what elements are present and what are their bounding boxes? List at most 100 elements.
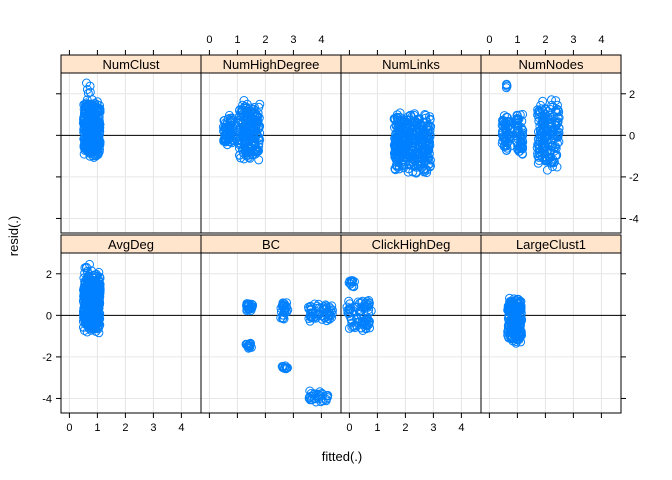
- data-point: [85, 296, 95, 306]
- data-point: [403, 167, 413, 177]
- data-point: [409, 110, 419, 120]
- data-point: [362, 296, 372, 306]
- panel-BC: BC: [200, 234, 342, 414]
- data-point: [306, 301, 315, 311]
- x-axis-label: fitted(.): [322, 449, 362, 464]
- data-point: [346, 303, 356, 313]
- x-tick-label: 4: [178, 422, 184, 434]
- strip-label: ClickHighDeg: [372, 237, 451, 252]
- data-point: [393, 131, 403, 141]
- strip-label: NumNodes: [518, 57, 584, 72]
- data-point: [220, 134, 230, 144]
- x-axis-NumHighDegree: 0 1 2 3 4: [206, 34, 324, 55]
- data-point: [79, 140, 89, 150]
- data-point: [324, 307, 334, 317]
- data-point: [305, 316, 315, 326]
- data-point: [511, 305, 521, 314]
- x-tick-label: 2: [262, 34, 268, 46]
- x-axis-ClickHighDeg: 0 1 2 3 4: [346, 413, 464, 434]
- data-point: [245, 340, 255, 350]
- data-point: [84, 282, 94, 292]
- data-point: [425, 159, 435, 169]
- data-point: [278, 300, 288, 310]
- data-point: [349, 281, 358, 291]
- data-point: [254, 155, 264, 165]
- data-point: [410, 149, 420, 159]
- data-point: [249, 116, 259, 126]
- data-point: [415, 130, 424, 140]
- data-point: [399, 161, 408, 171]
- panel-points: [503, 293, 527, 348]
- data-point: [547, 127, 557, 137]
- x-tick-label: 3: [150, 422, 156, 434]
- data-point: [82, 274, 92, 283]
- panel-border: [340, 252, 482, 414]
- x-tick-label: 2: [402, 422, 408, 434]
- data-point: [497, 138, 507, 148]
- data-point: [79, 149, 89, 159]
- panel-AvgDeg: AvgDeg: [60, 234, 202, 414]
- data-point: [425, 162, 435, 172]
- y-tick-label: 0: [629, 130, 635, 142]
- x-tick-label: 1: [374, 422, 380, 434]
- data-point: [251, 115, 261, 125]
- data-point: [326, 307, 336, 317]
- data-point: [516, 134, 526, 144]
- data-point: [425, 112, 435, 122]
- panel-grid: [341, 253, 481, 413]
- x-tick-label: 1: [234, 34, 240, 46]
- data-point: [516, 136, 526, 146]
- data-point: [502, 122, 512, 132]
- data-point: [328, 305, 337, 315]
- data-point: [553, 118, 563, 128]
- y-tick-label: -2: [629, 172, 639, 184]
- data-point: [84, 321, 94, 331]
- data-point: [79, 296, 88, 306]
- data-point: [425, 155, 435, 165]
- data-point: [514, 114, 524, 124]
- data-point: [536, 128, 546, 138]
- data-point: [393, 150, 403, 160]
- x-tick-label: 1: [514, 34, 520, 46]
- panel-points: [78, 259, 105, 338]
- data-point: [305, 391, 315, 401]
- panel-border: [200, 252, 342, 414]
- data-point: [506, 314, 516, 324]
- x-tick-label: 2: [542, 34, 548, 46]
- data-point: [327, 313, 337, 322]
- data-point: [347, 277, 357, 287]
- panel-border: [200, 72, 342, 234]
- data-point: [345, 311, 355, 321]
- data-point: [532, 143, 542, 153]
- data-point: [421, 144, 431, 154]
- data-point: [540, 153, 550, 163]
- data-point: [246, 103, 256, 113]
- data-point: [553, 113, 563, 123]
- y-axis-NumNodes: -4 -2 0 2: [621, 89, 639, 225]
- data-point: [236, 153, 246, 163]
- data-point: [401, 126, 411, 135]
- data-point: [358, 296, 367, 306]
- data-point: [310, 299, 320, 309]
- data-point: [83, 302, 92, 312]
- data-point: [88, 273, 98, 283]
- x-tick-label: 0: [66, 422, 72, 434]
- data-point: [280, 306, 290, 316]
- data-point: [82, 115, 92, 125]
- data-point: [80, 268, 90, 278]
- x-tick-label: 2: [122, 422, 128, 434]
- data-point: [242, 305, 252, 314]
- data-point: [255, 128, 265, 138]
- data-point: [248, 129, 258, 139]
- data-point: [238, 119, 248, 129]
- data-point: [547, 95, 556, 105]
- data-point: [419, 148, 429, 158]
- data-point: [94, 284, 104, 294]
- data-point: [545, 125, 555, 134]
- data-point: [81, 293, 91, 303]
- data-point: [500, 133, 509, 143]
- data-point: [513, 125, 523, 135]
- data-point: [239, 112, 248, 122]
- data-point: [245, 147, 255, 157]
